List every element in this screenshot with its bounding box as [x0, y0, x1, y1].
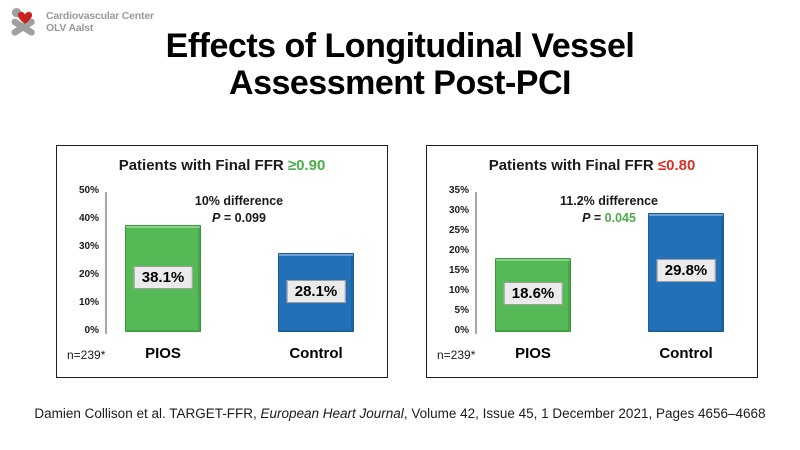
- chart-title-threshold: ≥0.90: [287, 157, 326, 174]
- logo-org-line1: Cardiovascular Center: [46, 9, 154, 22]
- citation: Damien Collison et al. TARGET-FFR, Europ…: [0, 406, 800, 421]
- chart-title-text: Patients with Final FFR: [488, 157, 658, 174]
- sample-size-label: n=239*: [437, 348, 476, 362]
- y-axis-line: [475, 192, 477, 334]
- p-value-text: P = 0.045: [560, 210, 658, 227]
- p-value: 0.045: [604, 210, 636, 225]
- difference-annotation: 11.2% difference P = 0.045: [560, 193, 658, 227]
- cardiovascular-center-logo-icon: [11, 7, 35, 36]
- chart-title-text: Patients with Final FFR: [118, 157, 288, 174]
- difference-annotation: 10% difference P = 0.099: [195, 193, 283, 227]
- category-label-control: Control: [289, 345, 343, 362]
- bar-value-label: 18.6%: [503, 281, 563, 305]
- sample-size-label: n=239*: [67, 348, 106, 362]
- y-axis-tick-label: 0%: [84, 325, 99, 336]
- y-axis-tick-label: 15%: [448, 265, 469, 276]
- y-axis-tick-label: 30%: [78, 241, 99, 252]
- y-axis-tick-label: 50%: [78, 185, 99, 196]
- y-axis-tick-label: 0%: [454, 325, 469, 336]
- category-label-pios: PIOS: [145, 345, 181, 362]
- p-value-text: P = 0.099: [195, 210, 283, 227]
- logo-org-line2: OLV Aalst: [46, 22, 94, 34]
- y-axis-tick-label: 20%: [448, 245, 469, 256]
- bar-value-label: 38.1%: [133, 265, 193, 289]
- chart-title: Patients with Final FFR ≤0.80: [427, 157, 757, 174]
- slide-title-line1: Effects of Longitudinal Vessel: [165, 27, 635, 65]
- citation-text: , Volume 42, Issue 45, 1 December 2021, …: [403, 406, 766, 421]
- chart-panel-ffr-le-080: Patients with Final FFR ≤0.80 35% 30% 25% 20…: [426, 145, 758, 378]
- bar-value-label: 28.1%: [286, 279, 346, 303]
- p-equals: =: [220, 210, 235, 225]
- logo: Cardiovascular Center OLV Aalst: [10, 6, 154, 38]
- y-axis-tick-label: 30%: [448, 205, 469, 216]
- slide-title-line2: Assessment Post-PCI: [229, 63, 571, 102]
- p-equals: =: [590, 210, 605, 225]
- p-symbol: P: [582, 210, 591, 225]
- chart-title-threshold: ≤0.80: [657, 157, 696, 174]
- citation-text: Damien Collison et al. TARGET-FFR,: [34, 406, 261, 421]
- bar-value-label: 29.8%: [656, 259, 716, 283]
- y-axis-tick-label: 40%: [78, 213, 99, 224]
- y-axis-tick-label: 25%: [448, 225, 469, 236]
- y-axis-line: [105, 192, 107, 334]
- y-axis-tick-label: 20%: [78, 269, 99, 280]
- logo-text: Cardiovascular Center OLV Aalst: [46, 10, 154, 34]
- slide-title: Effects of Longitudinal Vessel Assessmen…: [0, 28, 800, 101]
- difference-text: 10% difference: [194, 194, 284, 208]
- category-label-pios: PIOS: [515, 345, 551, 362]
- y-axis-tick-label: 5%: [454, 305, 469, 316]
- p-value: 0.099: [234, 210, 266, 225]
- y-axis-tick-label: 10%: [448, 285, 469, 296]
- y-axis-tick-label: 10%: [78, 297, 99, 308]
- chart-panel-ffr-ge-090: Patients with Final FFR ≥0.90 50% 40% 30% 20…: [56, 145, 388, 378]
- y-axis-tick-label: 35%: [448, 185, 469, 196]
- chart-title: Patients with Final FFR ≥0.90: [57, 157, 387, 174]
- citation-journal-name: European Heart Journal: [260, 406, 404, 421]
- p-symbol: P: [212, 210, 221, 225]
- difference-text: 11.2% difference: [560, 194, 658, 208]
- category-label-control: Control: [659, 345, 713, 362]
